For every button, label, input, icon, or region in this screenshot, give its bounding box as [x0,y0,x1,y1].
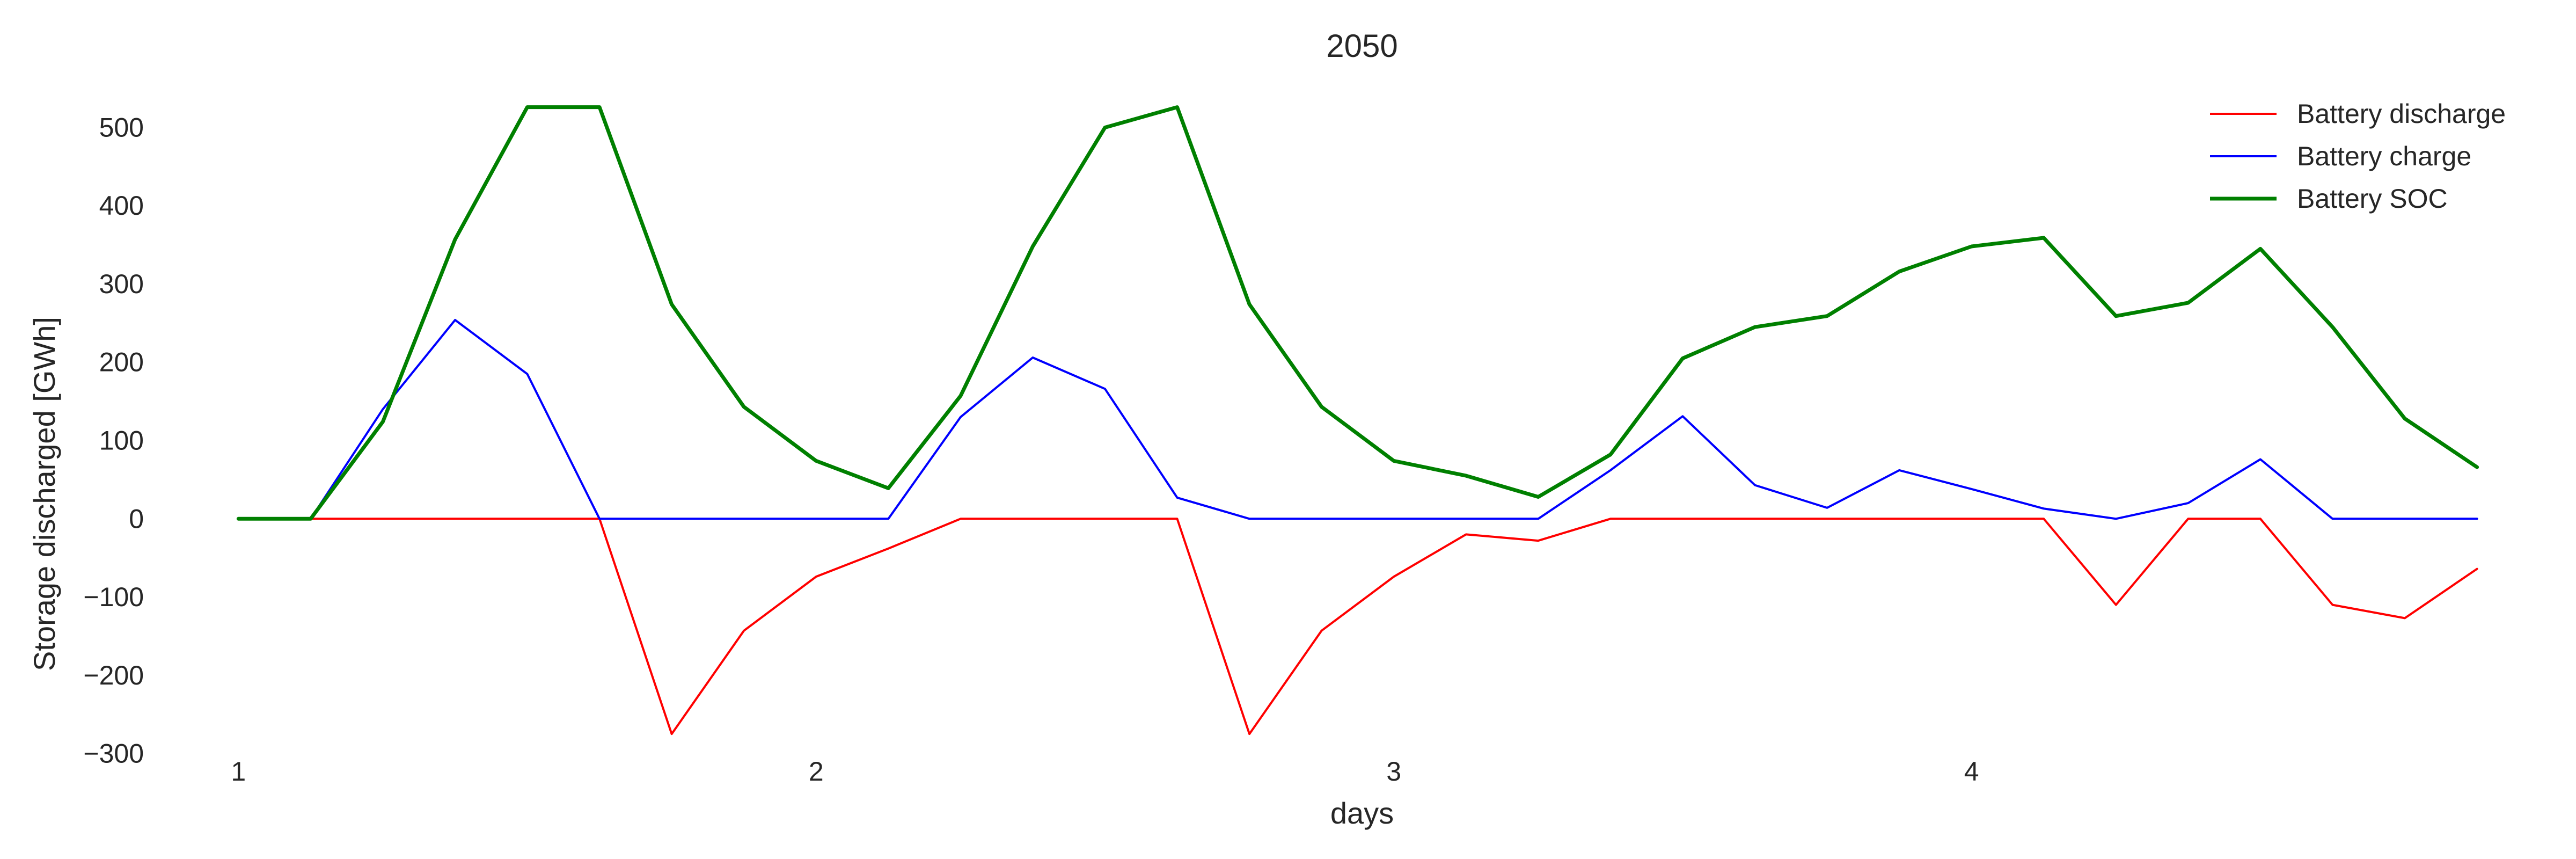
x-tick-label: 3 [1386,756,1401,787]
x-axis-label: days [1330,796,1394,830]
series-lines [236,105,2479,736]
y-tick-label: 200 [99,347,144,377]
y-tick-label: −300 [83,739,144,769]
series-line-battery-discharge [237,518,2478,736]
y-tick-label: 400 [99,191,144,221]
y-tick-label: −100 [83,582,144,612]
y-axis-ticks: −300 −200 −100 0 100 200 300 400 500 [83,112,144,768]
y-tick-label: −200 [83,660,144,690]
y-tick-label: 500 [99,112,144,142]
x-axis-ticks: 1 2 3 4 [231,756,1979,787]
legend: Battery discharge Battery charge Battery S… [2210,99,2506,214]
series-line-battery-charge [237,319,2478,520]
y-tick-label: 0 [129,504,144,534]
y-axis-label: Storage discharged [GWh] [27,317,61,671]
legend-label-battery-soc: Battery SOC [2297,184,2448,214]
x-tick-label: 2 [809,756,824,787]
series-line-battery-soc [236,105,2479,521]
chart-title: 2050 [1326,28,1397,64]
x-tick-label: 1 [231,756,246,787]
y-tick-label: 300 [99,269,144,299]
x-tick-label: 4 [1964,756,1979,787]
legend-label-battery-charge: Battery charge [2297,141,2471,171]
y-tick-label: 100 [99,426,144,456]
legend-label-battery-discharge: Battery discharge [2297,99,2506,129]
